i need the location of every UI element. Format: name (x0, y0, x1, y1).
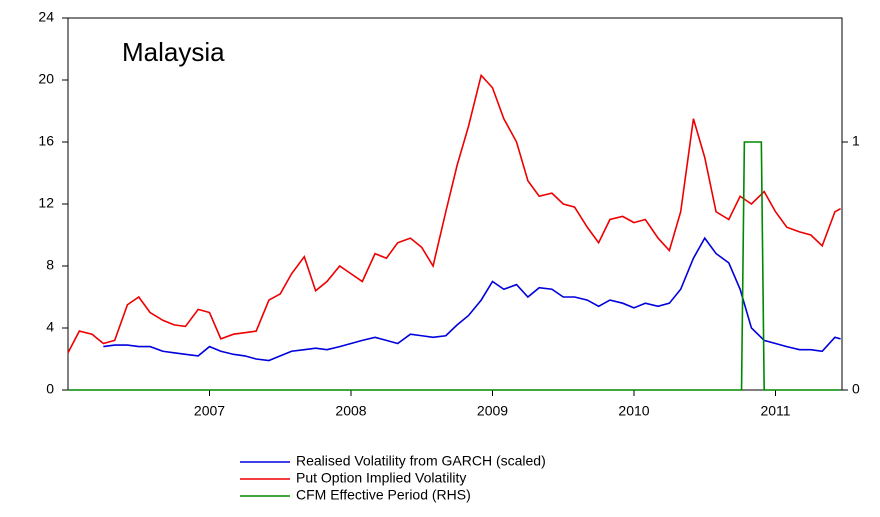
y-tick-label: 24 (38, 9, 54, 25)
plot-frame (67, 17, 843, 391)
x-tick-label: 2011 (760, 403, 790, 419)
x-tick-label: 2010 (618, 403, 649, 419)
y-tick-label: 12 (38, 195, 54, 211)
y2-tick-label: 1 (852, 133, 860, 149)
legend-label: CFM Effective Period (RHS) (296, 487, 471, 503)
series-line (68, 141, 841, 391)
series-line (67, 73, 841, 354)
y-tick-label: 16 (38, 133, 54, 149)
x-tick-label: 2007 (194, 403, 225, 419)
legend-label: Put Option Implied Volatility (296, 470, 466, 486)
x-tick-label: 2009 (477, 403, 508, 419)
y-tick-label: 0 (46, 381, 54, 397)
x-tick-label: 2008 (335, 403, 366, 419)
legend-label: Realised Volatility from GARCH (scaled) (296, 453, 546, 469)
y-tick-label: 8 (46, 257, 54, 273)
y-tick-label: 4 (46, 319, 54, 335)
chart-title: Malaysia (122, 37, 225, 67)
series-line (103, 236, 841, 362)
y2-tick-label: 0 (852, 381, 860, 397)
y-tick-label: 20 (38, 71, 54, 87)
